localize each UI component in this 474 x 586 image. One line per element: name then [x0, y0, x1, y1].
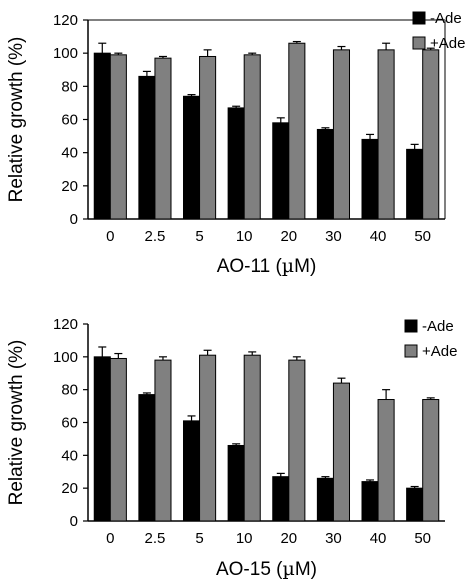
bar-plus-ade — [332, 382, 351, 522]
bar-plus-ade — [154, 57, 172, 220]
bar-plus-ade — [377, 49, 395, 220]
bar-plus-ade — [199, 354, 217, 522]
bar-plus-ade — [154, 359, 172, 522]
bar-plus-ade — [422, 49, 440, 220]
bar-plus-ade — [109, 357, 127, 522]
bar-minus-ade — [316, 128, 334, 220]
x-tick-label: 50 — [414, 228, 431, 245]
x-tick-label: 20 — [280, 228, 297, 245]
x-tick-label: 0 — [106, 228, 114, 245]
bar-minus-ade — [93, 52, 111, 220]
bar-minus-ade — [361, 481, 379, 522]
x-tick-label: 5 — [195, 228, 203, 245]
x-tick-label: 30 — [325, 530, 342, 547]
x-axis-label: AO-11 (µM) — [217, 255, 317, 277]
bar-minus-ade — [182, 95, 201, 220]
y-tick-label: 60 — [61, 415, 78, 432]
bar-plus-ade — [422, 399, 440, 522]
bar-minus-ade — [138, 394, 156, 522]
x-tick-label: 10 — [236, 228, 253, 245]
bar-minus-ade — [272, 476, 290, 522]
chart-ao11: 0 20 40 60 80 100 120 0 2.5 5 10 20 30 40 50 Relative g… — [6, 10, 465, 277]
x-tick-label: 10 — [236, 530, 253, 547]
y-tick-label: 60 — [61, 112, 78, 129]
legend-swatch — [412, 36, 426, 50]
x-tick-label: 20 — [280, 530, 297, 547]
bar-plus-ade — [288, 42, 306, 220]
bar-minus-ade — [227, 107, 245, 220]
x-tick-label: 2.5 — [145, 228, 166, 245]
legend-label: -Ade — [422, 318, 454, 335]
bar-plus-ade — [332, 49, 351, 220]
bar-minus-ade — [272, 122, 290, 220]
bar-minus-ade — [138, 75, 156, 220]
y-tick-label: 40 — [61, 145, 78, 162]
y-tick-label: 100 — [53, 349, 78, 366]
x-axis-label: AO-15 (µM) — [216, 558, 317, 580]
x-tick-label: 0 — [106, 530, 114, 547]
y-tick-label: 120 — [53, 316, 78, 333]
legend-swatch — [404, 319, 418, 333]
y-tick-label: 80 — [61, 78, 78, 95]
legend-label: +Ade — [422, 343, 457, 360]
bar-minus-ade — [361, 138, 379, 220]
x-tick-label: 40 — [370, 530, 387, 547]
bar-plus-ade — [288, 359, 306, 522]
legend-label: +Ade — [430, 35, 465, 52]
bar-plus-ade — [109, 54, 127, 220]
bar-plus-ade — [243, 354, 261, 522]
legend-label: -Ade — [430, 10, 462, 27]
chart-ao15: 0 20 40 60 80 100 120 0 2.5 5 10 20 30 40 50 Relative g… — [6, 316, 457, 580]
legend-swatch — [404, 344, 418, 358]
bar-minus-ade — [406, 487, 424, 522]
y-axis-label: Relative growth (%) — [6, 37, 27, 203]
bar-minus-ade — [316, 477, 334, 522]
bar-plus-ade — [377, 399, 395, 522]
bar-minus-ade — [182, 420, 201, 522]
bar-minus-ade — [406, 148, 424, 220]
x-tick-label: 40 — [370, 228, 387, 245]
bar-plus-ade — [199, 55, 217, 220]
bar-minus-ade — [93, 356, 111, 522]
legend-swatch — [412, 11, 426, 25]
y-tick-label: 20 — [61, 480, 78, 497]
y-tick-label: 0 — [70, 513, 78, 530]
y-tick-label: 100 — [53, 45, 78, 62]
x-tick-label: 2.5 — [145, 530, 166, 547]
x-tick-label: 50 — [414, 530, 431, 547]
bar-plus-ade — [243, 54, 261, 220]
y-axis-label: Relative growth (%) — [6, 340, 27, 506]
x-tick-label: 30 — [325, 228, 342, 245]
y-tick-label: 0 — [70, 211, 78, 228]
y-tick-label: 80 — [61, 382, 78, 399]
y-tick-label: 40 — [61, 447, 78, 464]
bar-minus-ade — [227, 444, 245, 522]
x-tick-label: 5 — [195, 530, 203, 547]
y-tick-label: 20 — [61, 178, 78, 195]
y-tick-label: 120 — [53, 12, 78, 29]
